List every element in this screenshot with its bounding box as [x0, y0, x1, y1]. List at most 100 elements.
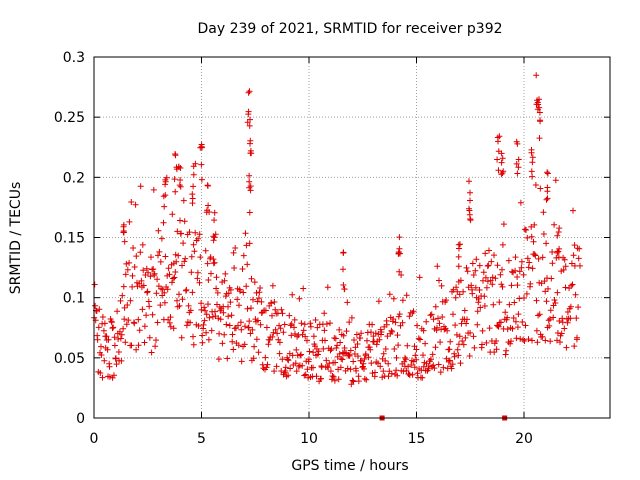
data-point: [466, 353, 473, 359]
data-point: [131, 320, 138, 327]
data-point: [350, 378, 357, 385]
data-point: [291, 324, 297, 331]
data-point: [246, 184, 253, 191]
data-point: [399, 297, 406, 304]
data-point: [120, 223, 127, 230]
data-point: [463, 320, 470, 327]
data-point: [451, 353, 458, 360]
data-point: [175, 252, 182, 259]
data-point: [446, 357, 453, 364]
data-point: [224, 355, 231, 362]
data-point: [529, 337, 535, 344]
data-point: [455, 278, 462, 285]
data-point: [183, 322, 190, 329]
data-point: [130, 245, 137, 251]
data-point: [166, 271, 173, 278]
data-point: [562, 284, 569, 291]
data-point: [117, 297, 124, 304]
data-point: [210, 237, 217, 244]
data-point: [540, 209, 547, 216]
data-point: [570, 207, 576, 214]
data-point: [330, 373, 337, 380]
data-point: [246, 122, 253, 129]
data-point: [187, 307, 194, 314]
data-point: [150, 266, 157, 273]
data-point: [213, 285, 220, 292]
data-point: [143, 265, 150, 272]
data-point: [180, 240, 187, 247]
data-point: [147, 273, 154, 280]
data-point: [124, 302, 131, 308]
data-point: [247, 330, 254, 337]
data-point: [214, 289, 221, 296]
data-point: [313, 373, 320, 380]
data-point: [563, 344, 570, 351]
data-point: [480, 269, 487, 276]
data-point: [285, 357, 292, 364]
data-point: [98, 343, 104, 350]
data-point: [327, 368, 334, 375]
data-point: [177, 177, 184, 183]
data-point: [179, 262, 185, 269]
data-point: [428, 356, 434, 363]
data-point: [508, 338, 514, 345]
data-point: [400, 368, 407, 375]
data-point: [149, 311, 156, 318]
data-point: [461, 307, 468, 314]
data-point: [557, 339, 563, 346]
data-point: [499, 266, 505, 273]
y-tick-label: 0: [76, 411, 85, 427]
data-point: [137, 183, 144, 190]
data-point: [511, 299, 518, 306]
data-point: [481, 293, 488, 300]
data-point: [111, 372, 117, 379]
data-point: [555, 229, 562, 235]
data-point: [534, 99, 541, 106]
data-point: [328, 346, 335, 352]
data-point: [366, 344, 373, 351]
data-point: [279, 310, 286, 317]
data-point: [106, 363, 113, 370]
data-point: [460, 288, 467, 295]
data-point: [251, 343, 258, 350]
data-point: [364, 337, 370, 344]
data-point: [530, 238, 537, 245]
data-point: [201, 317, 208, 324]
data-point: [498, 150, 505, 157]
data-point: [190, 241, 197, 248]
data-point: [298, 351, 304, 358]
data-point: [293, 368, 300, 375]
data-point: [469, 260, 476, 267]
data-point: [153, 337, 159, 344]
data-point: [109, 325, 116, 332]
data-point: [344, 299, 351, 306]
y-tick-label: 0.05: [54, 351, 85, 367]
data-point: [321, 327, 328, 334]
data-point: [386, 291, 393, 298]
data-point: [237, 319, 244, 326]
data-point: [314, 324, 321, 331]
data-point: [497, 271, 504, 278]
data-point: [135, 316, 142, 323]
data-point: [301, 372, 308, 379]
data-point: [337, 339, 344, 346]
data-point: [388, 327, 395, 334]
data-point: [531, 221, 538, 228]
data-point: [246, 240, 253, 247]
data-point: [111, 342, 118, 349]
data-point: [307, 323, 314, 330]
data-point: [291, 316, 298, 323]
data-point: [263, 364, 270, 371]
data-point: [340, 332, 347, 339]
data-point: [250, 296, 256, 303]
data-point: [549, 249, 556, 255]
data-point: [98, 352, 105, 358]
data-point: [367, 346, 374, 353]
data-point: [211, 217, 218, 224]
data-point: [546, 322, 553, 329]
data-point: [145, 269, 152, 276]
data-point: [296, 295, 303, 302]
data-point: [139, 306, 146, 313]
data-point: [101, 320, 108, 327]
axes: 0 0.05 0.1 0.15 0.2 0.25 0.3 0 5 10 15 20: [54, 50, 611, 447]
